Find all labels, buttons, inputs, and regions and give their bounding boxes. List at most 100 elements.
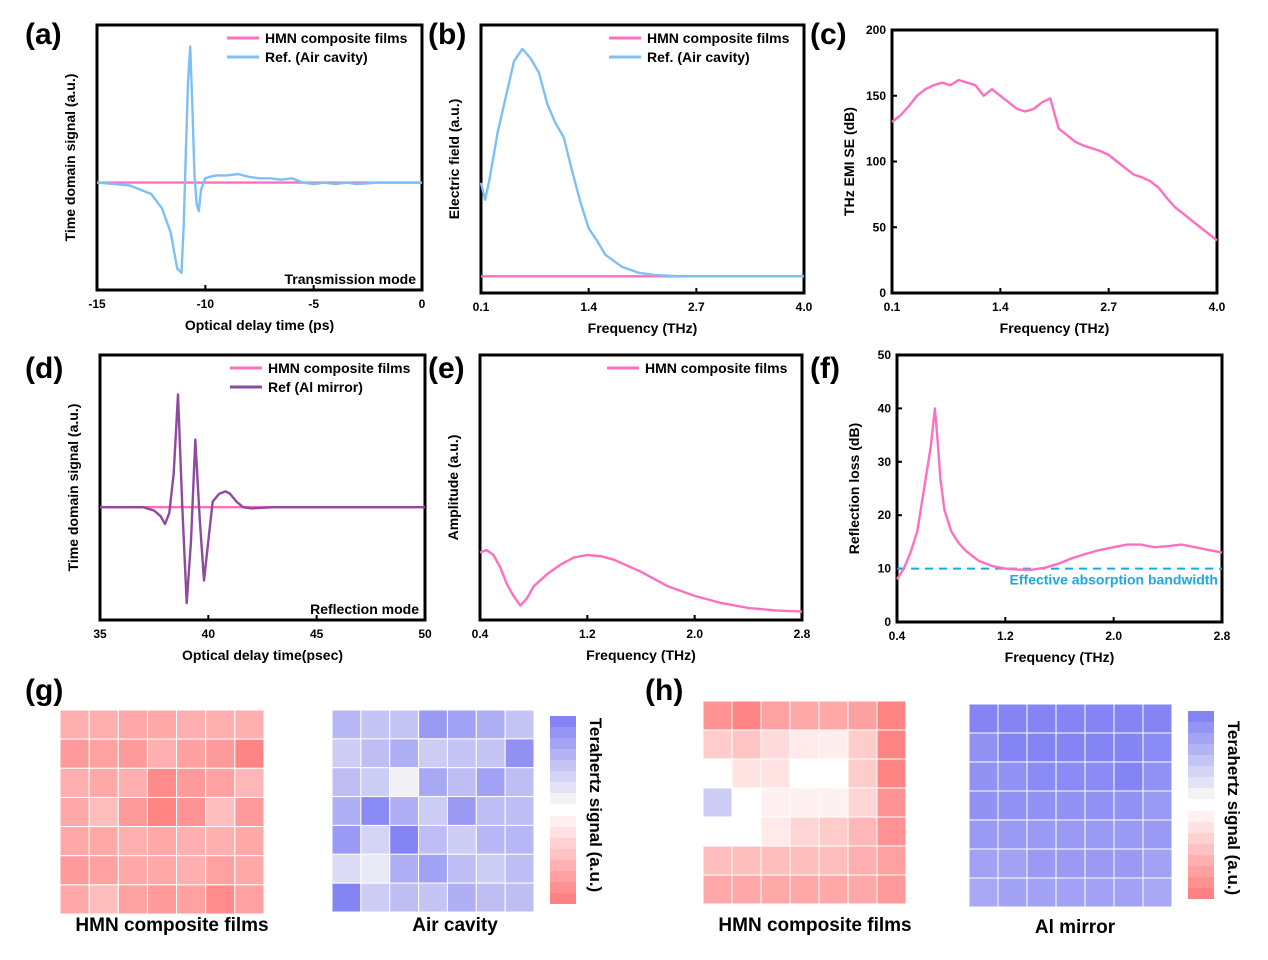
colorbar-swatch bbox=[1188, 711, 1214, 722]
heatmap-cell bbox=[176, 767, 207, 798]
colorbar-swatch bbox=[550, 727, 576, 738]
heatmap-cell bbox=[818, 874, 849, 905]
heatmap-cell bbox=[504, 738, 535, 769]
heatmap-cell bbox=[418, 882, 448, 913]
heatmap-cell bbox=[389, 709, 420, 740]
y-tick-label: 10 bbox=[878, 562, 892, 576]
heatmap-cell bbox=[117, 826, 148, 857]
heatmap-cell bbox=[117, 884, 148, 915]
heatmap-cell bbox=[789, 729, 820, 760]
heatmap-cell bbox=[117, 738, 148, 769]
heatmap-cell bbox=[818, 816, 849, 847]
heatmap-cell bbox=[475, 709, 506, 740]
series-line-a-1 bbox=[96, 45, 422, 274]
colorbar-swatch bbox=[550, 793, 576, 804]
x-tick-label: 4.0 bbox=[1209, 300, 1226, 314]
heatmap-cell bbox=[876, 729, 907, 760]
heatmap-cell bbox=[1142, 703, 1173, 734]
heatmap-cell bbox=[117, 709, 148, 740]
heatmap-cell bbox=[760, 700, 791, 731]
plots-layer: -15 -10 -5 0 Optical delay time (ps) Time dom… bbox=[62, 23, 1231, 665]
heatmap-cell bbox=[968, 790, 999, 821]
heatmap-cell bbox=[146, 709, 178, 740]
series-line-b-1 bbox=[479, 47, 804, 278]
colorbar-swatch bbox=[1188, 888, 1214, 899]
colorbar-swatch bbox=[1188, 822, 1214, 833]
heatmap-cell bbox=[88, 709, 119, 740]
heatmap-cell bbox=[331, 853, 362, 884]
panel-label-g: (g) bbox=[25, 674, 63, 707]
x-tick-label: 2.0 bbox=[1105, 629, 1122, 643]
heatmap-cell bbox=[731, 845, 762, 876]
y-tick-label: 50 bbox=[878, 348, 892, 362]
colorbar-swatch bbox=[550, 782, 576, 793]
x-axis-label: Frequency (THz) bbox=[588, 320, 698, 336]
colorbar-swatch bbox=[550, 716, 576, 727]
heatmap-cell bbox=[702, 787, 733, 818]
colorbar-swatch bbox=[550, 871, 576, 882]
colorbar-swatch bbox=[550, 749, 576, 760]
colorbar-swatch bbox=[1188, 766, 1214, 777]
heatmap-cell bbox=[997, 732, 1028, 763]
x-tick-label: -5 bbox=[308, 297, 319, 311]
heatmap-cell bbox=[1113, 790, 1144, 821]
heatmap-cell bbox=[818, 700, 849, 731]
heatmap-cell bbox=[88, 855, 119, 886]
colorbar-swatch bbox=[1188, 733, 1214, 744]
plot-frame-d bbox=[98, 353, 427, 622]
heatmap-cell bbox=[88, 738, 119, 769]
heatmap-cell bbox=[146, 826, 178, 857]
heatmap-cell bbox=[446, 796, 477, 826]
heatmap-cell bbox=[504, 824, 535, 855]
heatmap-cell bbox=[176, 709, 207, 740]
heatmap-cell bbox=[847, 787, 878, 818]
heatmap-cell bbox=[1084, 877, 1115, 908]
panel-label-b: (b) bbox=[428, 18, 466, 51]
mode-note: Transmission mode bbox=[285, 271, 417, 287]
x-axis-label: Frequency (THz) bbox=[1000, 320, 1110, 336]
y-tick-label: 0 bbox=[884, 615, 891, 629]
heatmap-cell bbox=[847, 758, 878, 789]
heatmap-cell bbox=[702, 758, 733, 789]
legend-label: Ref (Al mirror) bbox=[268, 379, 363, 395]
heatmap-cell bbox=[1113, 819, 1144, 850]
plot-frame-b bbox=[479, 23, 806, 295]
colorbar-swatch bbox=[1188, 855, 1214, 866]
x-axis-label: Optical delay time(psec) bbox=[182, 647, 343, 663]
x-tick-label: 2.8 bbox=[794, 627, 811, 641]
x-tick-label: 0.4 bbox=[889, 629, 906, 643]
heatmap-cell bbox=[847, 874, 878, 905]
heatmap-cell bbox=[176, 855, 207, 886]
heatmap-cell bbox=[789, 700, 820, 731]
heatmap-cell bbox=[1113, 703, 1144, 734]
heatmap-cell bbox=[702, 700, 733, 731]
y-axis-label: Amplitude (a.u.) bbox=[445, 435, 461, 541]
heatmap-cell bbox=[117, 855, 148, 886]
legend-label: HMN composite films bbox=[265, 30, 408, 46]
heatmap-cell bbox=[968, 703, 999, 734]
heatmap-cell bbox=[760, 758, 791, 789]
heatmap-cell bbox=[997, 877, 1028, 908]
heatmap-cell bbox=[1142, 732, 1173, 763]
heatmap-cell bbox=[1142, 877, 1173, 908]
colorbar-swatch bbox=[1188, 811, 1214, 822]
y-axis-label: THz EMI SE (dB) bbox=[841, 107, 857, 216]
legend-label: Ref. (Air cavity) bbox=[265, 49, 368, 65]
colorbar-swatch bbox=[1188, 844, 1214, 855]
heatmap-cell bbox=[176, 796, 207, 828]
heatmap-cell bbox=[331, 882, 362, 913]
colorbar-swatch bbox=[1188, 833, 1214, 844]
heatmap-cell bbox=[1113, 877, 1144, 908]
heatmap-cell bbox=[731, 816, 762, 847]
heatmap-cell bbox=[997, 790, 1028, 821]
heatmap-cell bbox=[1026, 790, 1057, 821]
heatmap-cell bbox=[818, 787, 849, 818]
heatmap-cell bbox=[1142, 790, 1173, 821]
colorbar-swatch bbox=[1188, 722, 1214, 733]
heatmap-cell bbox=[1055, 848, 1086, 879]
heatmap-cell bbox=[504, 709, 535, 740]
colorbar-swatch bbox=[550, 738, 576, 749]
heatmap-cell bbox=[876, 874, 907, 905]
heatmap-cell bbox=[418, 824, 448, 855]
chart-c: 0.1 1.4 2.7 4.0 0 50 100 150 200 Frequency (THz) T… bbox=[841, 23, 1226, 336]
